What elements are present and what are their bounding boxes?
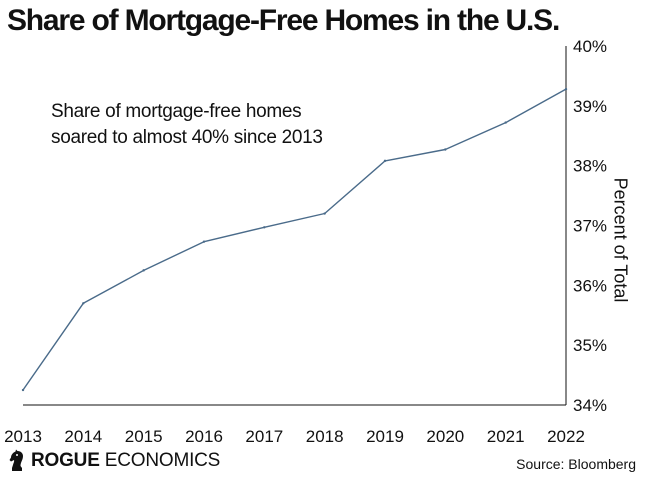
x-tick-label: 2019: [366, 427, 404, 446]
x-tick-label: 2014: [64, 427, 102, 446]
y-tick-label: 34%: [573, 396, 607, 415]
y-tick-label: 38%: [573, 157, 607, 176]
data-point: [323, 212, 326, 215]
series-line: [22, 88, 567, 391]
data-point: [564, 87, 568, 91]
x-tick-labels: 2013 2014 2015 2016 2017 2018 2019 2020 2021 2022: [4, 427, 585, 446]
y-tick-label: 37%: [573, 217, 607, 236]
y-tick-label: 35%: [573, 336, 607, 355]
data-point: [504, 121, 507, 124]
x-tick-label: 2015: [125, 427, 163, 446]
y-tick-label: 40%: [573, 37, 607, 56]
x-tick-label: 2020: [426, 427, 464, 446]
data-point: [82, 302, 85, 305]
logo-text-bold: ROGUE: [31, 450, 100, 471]
source-note: Source: Bloomberg: [516, 456, 636, 472]
y-tick-labels: 34% 35% 36% 37% 38% 39% 40%: [573, 37, 607, 415]
data-point: [444, 148, 447, 151]
x-tick-label: 2017: [245, 427, 283, 446]
y-tick-label: 36%: [573, 276, 607, 295]
data-point: [202, 240, 206, 243]
data-point: [383, 159, 387, 163]
data-point: [21, 388, 25, 392]
chart-axes: [23, 46, 567, 406]
x-tick-label: 2018: [306, 427, 344, 446]
logo-text-regular: ECONOMICS: [104, 450, 221, 471]
x-tick-label: 2016: [185, 427, 223, 446]
y-axis-label: Percent of Total: [610, 177, 631, 303]
chart-annotation: Share of mortgage-free homes soared to a…: [51, 101, 323, 148]
x-tick-label: 2022: [547, 427, 585, 446]
data-point: [263, 226, 266, 229]
chart-title: Share of Mortgage-Free Homes in the U.S.: [7, 4, 560, 37]
knight-chess-icon: [9, 449, 23, 471]
brand-logo: ROGUE ECONOMICS: [8, 449, 220, 473]
chart-series: [21, 87, 568, 392]
data-point: [142, 269, 145, 272]
y-tick-label: 39%: [573, 97, 607, 116]
x-tick-label: 2021: [487, 427, 525, 446]
x-tick-label: 2013: [4, 427, 42, 446]
